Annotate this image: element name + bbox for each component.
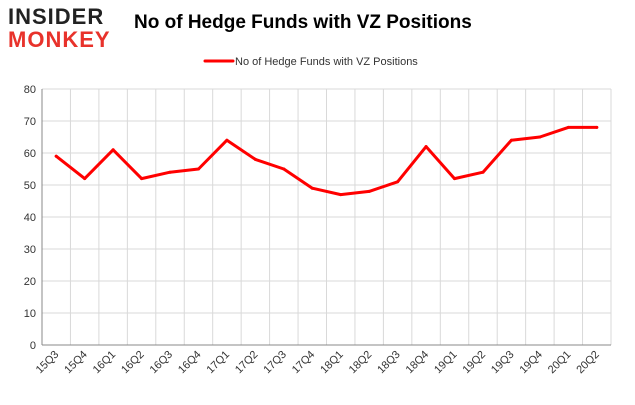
chart-title: No of Hedge Funds with VZ Positions xyxy=(134,12,472,33)
y-tick-label: 0 xyxy=(30,340,36,352)
data-point xyxy=(566,125,570,129)
x-tick-label: 20Q2 xyxy=(574,349,602,377)
data-point xyxy=(111,148,115,152)
y-tick-label: 40 xyxy=(24,212,36,224)
x-tick-label: 18Q2 xyxy=(347,349,375,377)
insider-monkey-logo: INSIDER MONKEY xyxy=(8,6,111,51)
data-point xyxy=(367,189,371,193)
data-point xyxy=(509,138,513,142)
x-tick-label: 20Q1 xyxy=(546,349,574,377)
y-tick-label: 80 xyxy=(24,84,36,96)
data-point xyxy=(453,177,457,181)
series-line xyxy=(54,125,599,197)
y-tick-label: 20 xyxy=(24,276,36,288)
data-point xyxy=(424,145,428,149)
legend-label: No of Hedge Funds with VZ Positions xyxy=(235,56,418,68)
data-point xyxy=(253,157,257,161)
data-point xyxy=(83,177,87,181)
y-tick-label: 60 xyxy=(24,148,36,160)
x-tick-label: 19Q2 xyxy=(461,349,489,377)
data-point xyxy=(595,125,599,129)
grid-layer xyxy=(41,88,612,346)
data-point xyxy=(168,170,172,174)
x-tick-label: 19Q1 xyxy=(432,349,460,377)
data-point xyxy=(396,180,400,184)
data-point xyxy=(481,170,485,174)
data-point xyxy=(140,177,144,181)
x-tick-label: 16Q3 xyxy=(148,349,176,377)
x-tick-label: 15Q3 xyxy=(34,349,62,377)
series-layer xyxy=(54,125,599,197)
data-point xyxy=(54,154,58,158)
data-point xyxy=(196,167,200,171)
x-tick-label: 18Q1 xyxy=(318,349,346,377)
x-tick-label: 19Q4 xyxy=(517,349,545,377)
data-point xyxy=(225,138,229,142)
logo-line-2: MONKEY xyxy=(8,27,111,52)
axis-layer: 0 10 20 30 40 50 60 70 80 15Q3 15Q4 16Q1 16Q2 16Q3 16Q… xyxy=(24,84,611,376)
x-tick-label: 16Q2 xyxy=(119,349,147,377)
x-tick-label: 17Q1 xyxy=(205,349,233,377)
x-tick-label: 18Q3 xyxy=(375,349,403,377)
y-tick-label: 30 xyxy=(24,244,36,256)
x-tick-label: 17Q4 xyxy=(290,349,318,377)
legend: No of Hedge Funds with VZ Positions xyxy=(203,56,418,68)
data-point xyxy=(538,135,542,139)
x-tick-label: 16Q1 xyxy=(91,349,119,377)
x-tick-label: 19Q3 xyxy=(489,349,517,377)
x-tick-label: 17Q2 xyxy=(233,349,261,377)
y-tick-label: 50 xyxy=(24,180,36,192)
data-point xyxy=(310,186,314,190)
y-tick-label: 70 xyxy=(24,116,36,128)
x-tick-label: 18Q4 xyxy=(404,349,432,377)
y-tick-label: 10 xyxy=(24,308,36,320)
data-point xyxy=(339,193,343,197)
x-tick-label: 15Q4 xyxy=(62,349,90,377)
logo-line-1: INSIDER xyxy=(8,4,105,29)
data-point xyxy=(282,167,286,171)
x-tick-label: 16Q4 xyxy=(176,349,204,377)
x-tick-label: 17Q3 xyxy=(261,349,289,377)
